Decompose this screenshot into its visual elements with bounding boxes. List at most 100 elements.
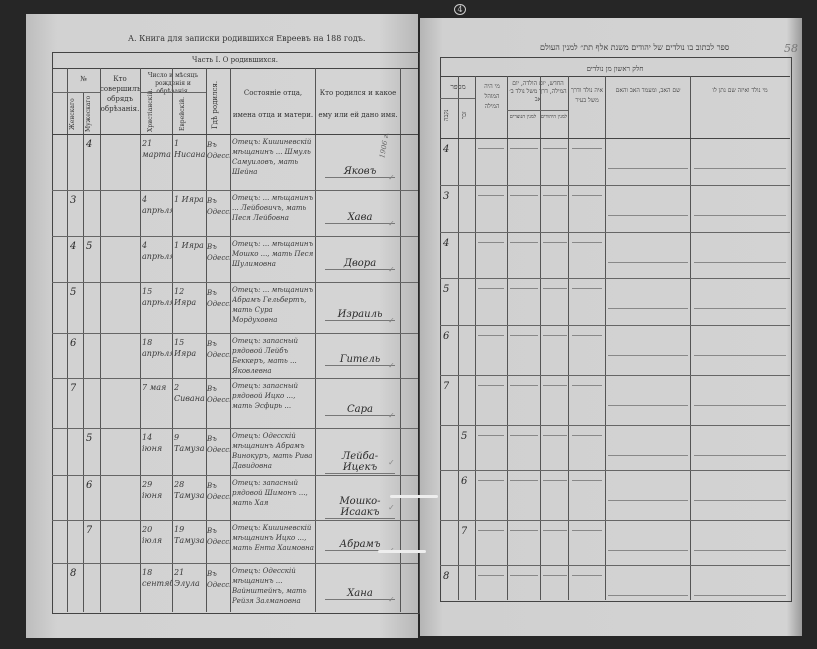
row-female-number: 5 — [70, 287, 77, 298]
row-birth-date: 14 іюня — [142, 433, 163, 453]
column-line — [83, 92, 84, 612]
row-number: 6 — [461, 476, 468, 487]
row-female-number: 4 — [70, 241, 77, 252]
check-mark: ✓ — [388, 265, 395, 274]
column-line — [100, 68, 101, 612]
right-register-table — [440, 57, 792, 602]
column-line — [507, 76, 508, 600]
handwriting-place-cell — [572, 383, 602, 386]
row-line — [52, 190, 418, 191]
handwriting-child-cell — [694, 433, 786, 456]
row-hebrew-date: 21 Элула — [174, 568, 200, 588]
handwriting-date-cell — [510, 193, 538, 196]
check-mark: ✓ — [388, 595, 395, 604]
check-mark: ✓ — [388, 173, 395, 182]
row-child-name: Мошко-Исаакъ — [325, 496, 395, 519]
rheader-place: איה נולד ודרך משל בעיר — [571, 87, 603, 104]
handwriting-parents-cell — [608, 193, 688, 216]
handwriting-parents-cell — [608, 286, 688, 309]
check-mark: ✓ — [388, 503, 395, 512]
header-christian-date: Христіанскій. — [147, 88, 154, 132]
check-mark: ✓ — [388, 219, 395, 228]
row-hebrew-date: 28 Тамуза — [174, 480, 205, 500]
row-hebrew-date: 1 Нисана — [174, 139, 206, 159]
row-line — [52, 520, 418, 521]
row-place: Въ Одессѣ — [207, 527, 230, 546]
row-birth-date: 4 апрѣля — [142, 241, 172, 261]
handwriting-mohel-cell — [478, 433, 504, 436]
row-child-name: Хава — [325, 212, 395, 224]
check-mark: ✓ — [388, 411, 395, 420]
row-parents: Отецъ: ... мѣщанинъ Мошко ..., мать Песя… — [232, 240, 314, 268]
row-child-name: Израиль — [325, 309, 395, 321]
row-line — [52, 563, 418, 564]
row-place: Въ Одессѣ — [207, 435, 230, 454]
handwriting-parents-cell — [608, 573, 688, 596]
row-line — [52, 282, 418, 283]
column-line — [67, 68, 68, 612]
header-place: Гдѣ родился. — [211, 80, 219, 130]
row-line — [440, 325, 790, 326]
handwriting-hdate-cell — [543, 333, 567, 336]
right-page — [420, 18, 802, 636]
page-number: 58 — [784, 42, 798, 55]
row-number: 8 — [443, 571, 450, 582]
row-hebrew-date: 19 Тамуза — [174, 525, 205, 545]
rheader-parents: שם האב, ומעמד האב והאם — [615, 87, 681, 94]
row-female-number: 7 — [70, 383, 77, 394]
column-line — [475, 76, 476, 600]
row-line — [440, 185, 790, 186]
rheader-mohel: מי היה המוהל המילה — [484, 83, 500, 110]
handwriting-child-cell — [694, 146, 786, 169]
handwriting-parents-cell — [608, 528, 688, 551]
row-child-name: Сара — [325, 404, 395, 416]
handwriting-hdate-cell — [543, 146, 567, 149]
row-hebrew-date: 2 Сивана — [174, 383, 205, 403]
top-mark: 4 — [454, 4, 466, 15]
handwriting-child-cell — [694, 240, 786, 263]
handwriting-hdate-cell — [543, 478, 567, 481]
handwriting-parents-cell — [608, 146, 688, 169]
row-parents: Отецъ: Одесскій мѣщанинъ Абрамъ Винокуръ… — [232, 432, 313, 470]
header-female: Женскаго — [69, 98, 76, 130]
row-line — [440, 470, 790, 471]
row-female-number: 6 — [70, 338, 77, 349]
handwriting-hdate-cell — [543, 286, 567, 289]
row-male-number: 5 — [86, 241, 93, 252]
row-birth-date: 21 марта — [142, 139, 171, 159]
handwriting-child-cell — [694, 286, 786, 309]
row-place: Въ Одессѣ — [207, 570, 230, 589]
row-birth-date: 18 сентября — [142, 568, 172, 588]
row-parents: Отецъ: запасный рядовой Ицко ..., мать Э… — [232, 382, 299, 410]
row-female-number: 8 — [70, 568, 77, 579]
handwriting-date-cell — [510, 146, 538, 149]
header-line — [52, 92, 100, 93]
right-page-title: ספר לכתוב בו נולדים של יהודים משנת אלף ת… — [540, 43, 730, 52]
handwriting-mohel-cell — [478, 240, 504, 243]
row-female-number: 3 — [70, 195, 77, 206]
header-male: Мужескаго — [85, 95, 92, 132]
row-birth-date: 20 іюля — [142, 525, 162, 545]
row-line — [440, 520, 790, 521]
row-place: Въ Одессѣ — [207, 385, 230, 404]
row-line — [440, 278, 790, 279]
header-bottom-line — [52, 134, 418, 135]
handwriting-child-cell — [694, 528, 786, 551]
row-birth-date: 4 апрѣля — [142, 195, 172, 215]
handwriting-place-cell — [572, 333, 602, 336]
column-line — [568, 76, 569, 600]
handwriting-mohel-cell — [478, 333, 504, 336]
handwriting-place-cell — [572, 478, 602, 481]
handwriting-hdate-cell — [543, 193, 567, 196]
row-parents: Отецъ: ... мѣщанинъ Абрамъ Гельбертъ, ма… — [232, 286, 314, 324]
handwriting-date-cell — [510, 240, 538, 243]
handwriting-mohel-cell — [478, 528, 504, 531]
row-line — [440, 565, 790, 566]
column-line — [458, 76, 459, 600]
handwriting-hdate-cell — [543, 528, 567, 531]
handwriting-date-cell — [510, 383, 538, 386]
handwriting-mohel-cell — [478, 478, 504, 481]
column-line — [605, 76, 606, 600]
row-place: Въ Одессѣ — [207, 243, 230, 262]
handwriting-child-cell — [694, 478, 786, 501]
